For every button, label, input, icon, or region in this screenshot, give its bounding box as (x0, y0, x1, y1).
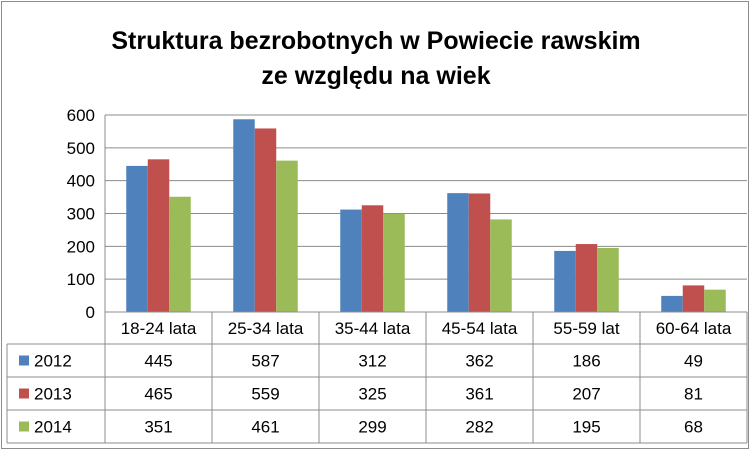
bar-2014-1 (276, 160, 298, 312)
data-label: 587 (251, 352, 279, 371)
chart-title: Struktura bezrobotnych w Powiecie rawski… (111, 27, 640, 90)
bar-2012-2 (340, 209, 362, 312)
bar-2014-4 (597, 247, 619, 312)
y-tick-label: 0 (86, 303, 95, 322)
y-tick-label: 200 (67, 237, 95, 256)
bar-2012-4 (554, 250, 576, 312)
legend-label: 2013 (34, 385, 72, 404)
chart-title-line-2: ze względu na wiek (261, 62, 490, 90)
bar-2013-2 (361, 205, 384, 312)
data-label: 195 (572, 418, 600, 437)
data-label: 68 (684, 418, 703, 437)
bar-2013-5 (682, 285, 705, 312)
legend-label: 2014 (34, 418, 72, 437)
y-tick-label: 300 (67, 205, 95, 224)
bar-2014-3 (490, 219, 512, 312)
bars (126, 119, 726, 312)
data-label: 81 (684, 385, 703, 404)
bar-2012-0 (126, 165, 148, 312)
bar-2012-3 (447, 193, 469, 312)
bar-2013-4 (575, 244, 598, 312)
bar-2012-5 (661, 295, 683, 312)
data-label: 445 (144, 352, 172, 371)
x-tick-label: 35-44 lata (335, 319, 411, 338)
bar-2014-2 (383, 213, 405, 312)
data-label: 325 (358, 385, 386, 404)
data-label: 461 (251, 418, 279, 437)
y-tick-label: 100 (67, 270, 95, 289)
legend-swatch-2012 (19, 355, 29, 366)
data-label: 207 (572, 385, 600, 404)
bar-2014-0 (169, 196, 191, 312)
x-tick-label: 45-54 lata (442, 319, 518, 338)
legend-swatch-2014 (19, 421, 29, 432)
data-table: 18-24 lata 25-34 lata 35-44 lata 45-54 lata… (6, 311, 748, 444)
data-label: 312 (358, 352, 386, 371)
gridlines (104, 114, 747, 312)
legend-swatch-2013 (19, 388, 29, 399)
data-label: 299 (358, 418, 386, 437)
data-label: 465 (144, 385, 172, 404)
data-label: 559 (251, 385, 279, 404)
data-label: 361 (465, 385, 493, 404)
bar-2013-1 (254, 128, 277, 312)
x-tick-label: 55-59 lat (553, 319, 619, 338)
data-label: 49 (684, 352, 703, 371)
chart-title-line-1: Struktura bezrobotnych w Powiecie rawski… (111, 27, 640, 55)
x-tick-label: 25-34 lata (228, 319, 304, 338)
bar-2014-5 (704, 289, 726, 312)
data-label: 282 (465, 418, 493, 437)
legend-label: 2012 (34, 352, 72, 371)
bar-2013-0 (147, 159, 170, 312)
y-tick-label: 400 (67, 172, 95, 191)
bar-2013-3 (468, 193, 491, 312)
data-label: 351 (144, 418, 172, 437)
y-tick-label: 600 (67, 106, 95, 125)
y-axis-ticks: 0 100 200 300 400 500 600 (67, 106, 95, 322)
x-tick-label: 18-24 lata (121, 319, 197, 338)
x-tick-label: 60-64 lata (656, 319, 732, 338)
bar-2012-1 (233, 119, 255, 312)
y-tick-label: 500 (67, 139, 95, 158)
data-label: 362 (465, 352, 493, 371)
data-label: 186 (572, 352, 600, 371)
